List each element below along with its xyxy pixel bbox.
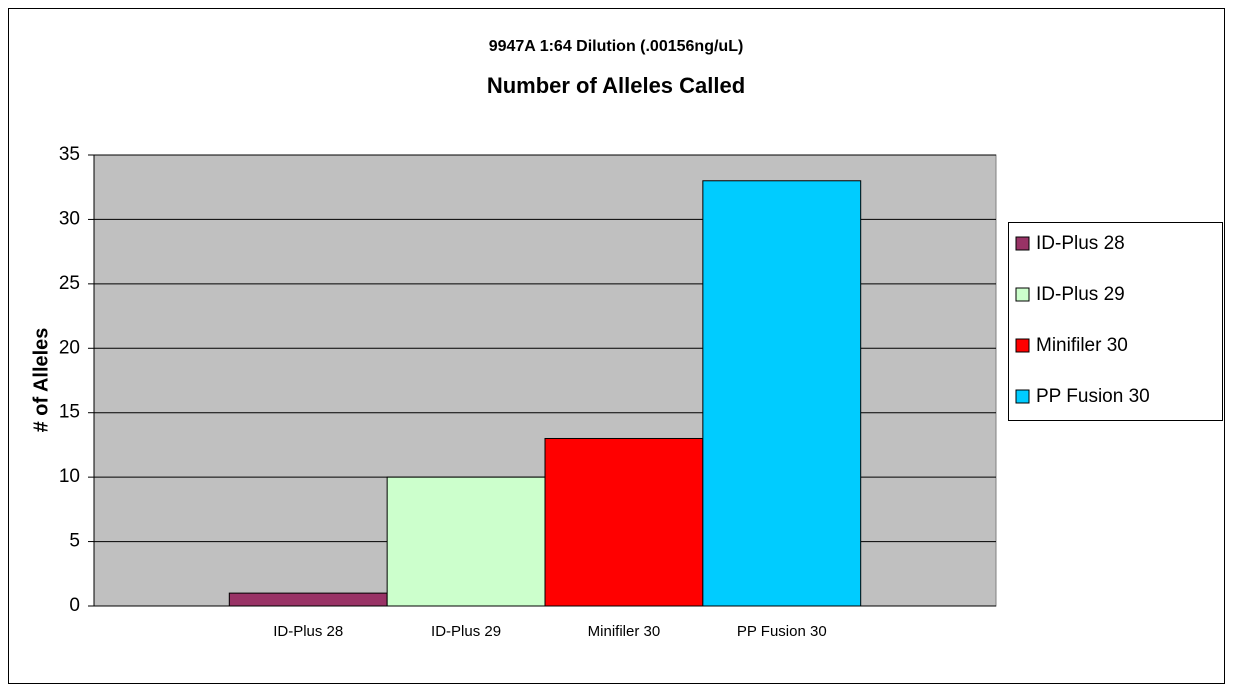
legend-swatch xyxy=(1015,389,1030,404)
bar xyxy=(386,476,546,607)
legend-swatch xyxy=(1015,338,1030,353)
legend-label: ID-Plus 29 xyxy=(1036,284,1125,305)
bar xyxy=(544,437,704,607)
legend-swatch xyxy=(1015,287,1030,302)
y-tick-label: 10 xyxy=(59,466,80,487)
legend-box xyxy=(1008,222,1223,421)
x-tick-label: ID-Plus 28 xyxy=(273,623,343,640)
x-tick-label: PP Fusion 30 xyxy=(737,623,827,640)
y-tick-label: 15 xyxy=(59,402,80,423)
y-tick-label: 0 xyxy=(69,595,80,616)
x-tick-label: ID-Plus 29 xyxy=(431,623,501,640)
chart-subtitle: Number of Alleles Called xyxy=(487,73,745,98)
legend-label: PP Fusion 30 xyxy=(1036,386,1150,407)
legend-label: ID-Plus 28 xyxy=(1036,233,1125,254)
y-tick-label: 25 xyxy=(59,273,80,294)
bar xyxy=(702,180,862,607)
legend-swatch xyxy=(1015,236,1030,251)
y-tick-label: 5 xyxy=(69,531,80,552)
y-axis-label: # of Alleles xyxy=(30,328,52,433)
bar xyxy=(228,592,388,607)
legend-label: Minifiler 30 xyxy=(1036,335,1128,356)
y-tick-label: 30 xyxy=(59,208,80,229)
y-tick-label: 35 xyxy=(59,144,80,165)
y-tick-label: 20 xyxy=(59,337,80,358)
chart-title: 9947A 1:64 Dilution (.00156ng/uL) xyxy=(489,38,744,55)
x-tick-label: Minifiler 30 xyxy=(588,623,661,640)
